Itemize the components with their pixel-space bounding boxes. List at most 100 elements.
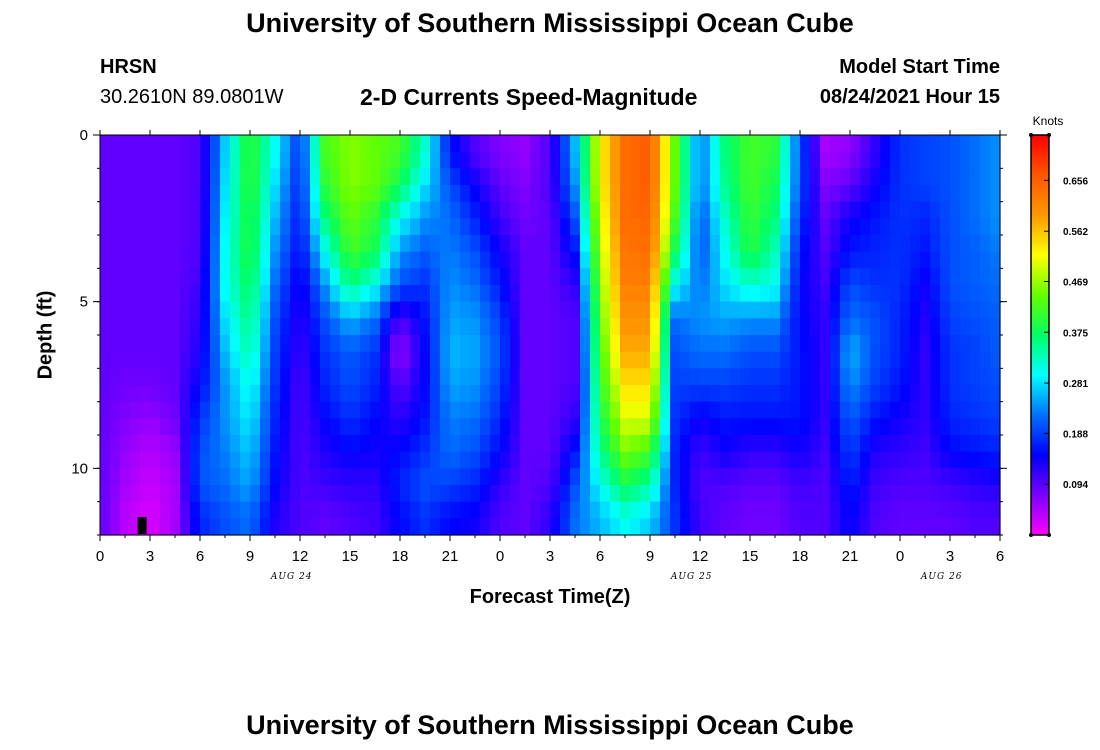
- heatmap-cell: [120, 301, 131, 319]
- heatmap-cell: [770, 501, 781, 519]
- heatmap-cell: [780, 501, 791, 519]
- heatmap-cell: [170, 468, 181, 486]
- heatmap-cell: [290, 351, 301, 369]
- heatmap-cell: [100, 168, 111, 186]
- heatmap-cell: [230, 185, 241, 203]
- heatmap-cell: [780, 451, 791, 469]
- heatmap-cell: [760, 435, 771, 453]
- heatmap-cell: [830, 368, 841, 386]
- heatmap-cell: [530, 168, 541, 186]
- heatmap-cell: [930, 318, 941, 336]
- heatmap-cell: [400, 185, 411, 203]
- heatmap-cell: [880, 268, 891, 286]
- heatmap-cell: [410, 418, 421, 436]
- heatmap-cell: [630, 268, 641, 286]
- heatmap-cell: [870, 235, 881, 253]
- heatmap-cell: [130, 201, 141, 219]
- heatmap-cell: [260, 335, 271, 353]
- heatmap-cell: [410, 368, 421, 386]
- heatmap-cell: [680, 401, 691, 419]
- heatmap-cell: [750, 168, 761, 186]
- heatmap-cell: [770, 385, 781, 403]
- heatmap-cell: [770, 335, 781, 353]
- heatmap-cell: [540, 235, 551, 253]
- heatmap-cell: [460, 401, 471, 419]
- heatmap-cell: [190, 218, 201, 236]
- heatmap-cell: [930, 251, 941, 269]
- x-tick-label: 0: [896, 548, 904, 565]
- heatmap-cell: [500, 501, 511, 519]
- heatmap-cell: [430, 318, 441, 336]
- heatmap-cell: [940, 368, 951, 386]
- heatmap-cell: [440, 135, 451, 153]
- heatmap-cell: [900, 485, 911, 503]
- heatmap-cell: [330, 401, 341, 419]
- heatmap-cell: [860, 435, 871, 453]
- heatmap-cell: [760, 135, 771, 153]
- heatmap-cell: [610, 385, 621, 403]
- heatmap-cell: [380, 168, 391, 186]
- heatmap-cell: [970, 151, 981, 169]
- heatmap-cell: [690, 201, 701, 219]
- heatmap-cell: [850, 418, 861, 436]
- heatmap-cell: [570, 418, 581, 436]
- heatmap-cell: [110, 501, 121, 519]
- heatmap-cell: [740, 268, 751, 286]
- heatmap-cell: [530, 135, 541, 153]
- heatmap-cell: [360, 318, 371, 336]
- heatmap-cell: [430, 335, 441, 353]
- heatmap-cell: [690, 335, 701, 353]
- heatmap-cell: [450, 435, 461, 453]
- heatmap-cell: [640, 218, 651, 236]
- heatmap-cell: [710, 201, 721, 219]
- heatmap-cell: [620, 285, 631, 303]
- colorbar-unit: Knots: [1032, 114, 1064, 128]
- heatmap-cell: [620, 235, 631, 253]
- heatmap-cell: [680, 351, 691, 369]
- heatmap-cell: [300, 401, 311, 419]
- heatmap-cell: [990, 401, 1001, 419]
- heatmap-cell: [880, 201, 891, 219]
- heatmap-cell: [610, 351, 621, 369]
- heatmap-cell: [430, 518, 441, 536]
- heatmap-cell: [800, 418, 811, 436]
- heatmap-cell: [430, 135, 441, 153]
- heatmap-cell: [340, 185, 351, 203]
- heatmap-cell: [880, 435, 891, 453]
- heatmap-cell: [190, 418, 201, 436]
- heatmap-cell: [200, 318, 211, 336]
- heatmap-cell: [810, 251, 821, 269]
- heatmap-cell: [600, 185, 611, 203]
- heatmap-cell: [790, 501, 801, 519]
- heatmap-cell: [570, 135, 581, 153]
- heatmap-cell: [520, 451, 531, 469]
- heatmap-cell: [330, 268, 341, 286]
- heatmap-cell: [740, 501, 751, 519]
- heatmap-cell: [780, 218, 791, 236]
- heatmap-cell: [670, 151, 681, 169]
- heatmap-cell: [270, 218, 281, 236]
- heatmap-cell: [820, 318, 831, 336]
- heatmap-cell: [810, 318, 821, 336]
- heatmap-cell: [900, 385, 911, 403]
- heatmap-cell: [140, 335, 151, 353]
- heatmap-cell: [820, 151, 831, 169]
- heatmap-cell: [280, 251, 291, 269]
- heatmap-cell: [950, 268, 961, 286]
- heatmap-cell: [840, 468, 851, 486]
- heatmap-cell: [200, 168, 211, 186]
- heatmap-cell: [890, 501, 901, 519]
- heatmap-cell: [760, 451, 771, 469]
- heatmap-cell: [540, 435, 551, 453]
- heatmap-cell: [210, 318, 221, 336]
- heatmap-cell: [670, 351, 681, 369]
- heatmap-cell: [970, 501, 981, 519]
- heatmap-cell: [100, 501, 111, 519]
- heatmap-cell: [220, 251, 231, 269]
- heatmap-cell: [600, 451, 611, 469]
- heatmap-cell: [770, 351, 781, 369]
- heatmap-cell: [210, 201, 221, 219]
- heatmap-cell: [560, 518, 571, 536]
- heatmap-cell: [620, 251, 631, 269]
